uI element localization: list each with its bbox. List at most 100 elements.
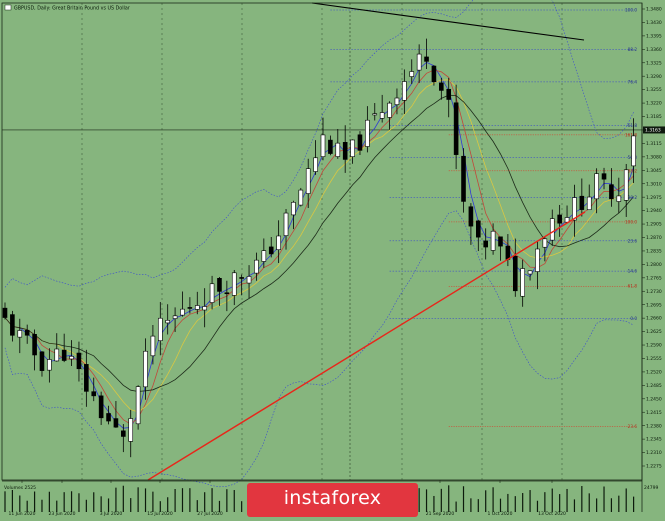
candle-body: [113, 418, 119, 428]
extension-level-label: 161.8: [625, 132, 637, 137]
candle-body: [10, 314, 15, 336]
fib-level-label: 61.8: [628, 123, 638, 128]
candle-body: [254, 259, 259, 274]
candle-body: [616, 195, 622, 202]
price-label: 1.2660: [646, 316, 662, 322]
price-label: 1.2800: [646, 262, 662, 268]
candle-body: [372, 113, 378, 116]
support-trendline: [147, 211, 586, 481]
fib-level-label: 88.2: [628, 47, 638, 52]
candle-body: [335, 142, 341, 157]
candle-body: [231, 272, 237, 296]
watermark-text: instaforex: [283, 487, 382, 509]
candle-body: [564, 217, 570, 223]
candle-body: [557, 214, 562, 224]
fib-level-label: 100.0: [625, 8, 637, 13]
candle-body: [549, 218, 555, 241]
candle-body: [527, 270, 533, 275]
fib-level-label: 14.6: [628, 269, 638, 274]
chart-title: GBPUSD, Daily: Great Britain Pound vs US…: [14, 6, 130, 12]
candle-body: [2, 307, 8, 318]
current-price-box: [643, 126, 665, 134]
current-price-label: 1.3163: [645, 128, 661, 134]
volume-label: Volumes 2525: [4, 485, 36, 491]
axes: [1, 2, 643, 512]
candle-body: [431, 65, 437, 83]
price-label: 1.2905: [646, 222, 662, 228]
candle-body: [180, 308, 185, 316]
date-label: 3 Jul 2020: [100, 511, 123, 517]
price-label: 1.3395: [646, 33, 662, 39]
fib-level-label: 38.2: [628, 195, 638, 200]
candle-body: [158, 317, 163, 341]
price-label: 1.3360: [646, 47, 662, 53]
price-label: 1.3255: [646, 87, 662, 93]
bollinger-upper: [4, 0, 634, 288]
candle-body: [106, 413, 111, 422]
candle-body: [328, 139, 333, 154]
candle-body: [172, 315, 178, 319]
fib-level-label: 76.4: [628, 79, 638, 84]
extension-level-label: 100.0: [625, 219, 637, 224]
price-label: 1.2870: [646, 235, 662, 241]
price-label: 1.3325: [646, 60, 662, 66]
candle-body: [483, 240, 488, 248]
candle-body: [69, 356, 74, 360]
candle-body: [490, 230, 496, 251]
candle-body: [424, 56, 429, 62]
candle-body: [54, 348, 60, 362]
candle-body: [365, 119, 370, 147]
candle-body: [476, 220, 481, 238]
price-label: 1.3220: [646, 101, 662, 107]
candle-body: [209, 283, 215, 303]
price-label: 1.3430: [646, 20, 662, 26]
price-label: 1.2695: [646, 302, 662, 308]
candle-body: [623, 169, 629, 201]
candle-body: [268, 246, 274, 255]
price-label: 1.2275: [646, 464, 662, 470]
extension-level-label: 23.6: [628, 424, 638, 429]
candle-body: [217, 278, 222, 292]
price-label: 1.2415: [646, 410, 662, 416]
trend-lines: [147, 2, 586, 481]
fibonacci-levels: 100.088.276.461.850.038.223.614.60.0161.…: [330, 8, 637, 429]
price-label: 1.2520: [646, 370, 662, 376]
candle-body: [379, 112, 385, 119]
instaforex-watermark: instaforex: [247, 483, 418, 517]
candle-body: [276, 235, 281, 250]
price-label: 1.2730: [646, 289, 662, 295]
candle-body: [439, 82, 444, 91]
price-label: 1.2380: [646, 423, 662, 429]
candle-body: [32, 334, 37, 356]
candle-body: [586, 196, 592, 211]
axis-labels: 1.3480 1.3430 1.3395 1.3360 1.3325 1.3290 1.32…: [4, 4, 665, 517]
bollinger-lower: [4, 210, 634, 488]
candle-body: [135, 386, 141, 425]
candle-body: [512, 255, 518, 292]
candle-body: [542, 238, 548, 248]
price-label: 1.2625: [646, 329, 662, 335]
candle-body: [98, 395, 104, 419]
grid-lines: [2, 3, 642, 480]
candle-body: [350, 139, 355, 157]
candle-body: [261, 250, 267, 262]
candle-body: [505, 245, 511, 260]
date-label: 15 Jul 2020: [147, 511, 173, 517]
candle-body: [468, 206, 474, 227]
candle-body: [387, 102, 392, 118]
candle-body: [409, 71, 415, 77]
extension-level-label: 61.8: [628, 284, 638, 289]
candle-body: [461, 155, 466, 202]
price-label: 1.2450: [646, 396, 662, 402]
ma-mid-red: [4, 69, 634, 425]
candle-body: [453, 102, 459, 155]
candle-body: [394, 97, 400, 105]
candle-body: [224, 292, 230, 295]
price-label: 1.2590: [646, 343, 662, 349]
candle-body: [61, 349, 67, 361]
price-label: 1.2555: [646, 356, 662, 362]
price-label: 1.2310: [646, 450, 662, 456]
candle-body: [165, 320, 170, 324]
candle-body: [631, 135, 636, 167]
